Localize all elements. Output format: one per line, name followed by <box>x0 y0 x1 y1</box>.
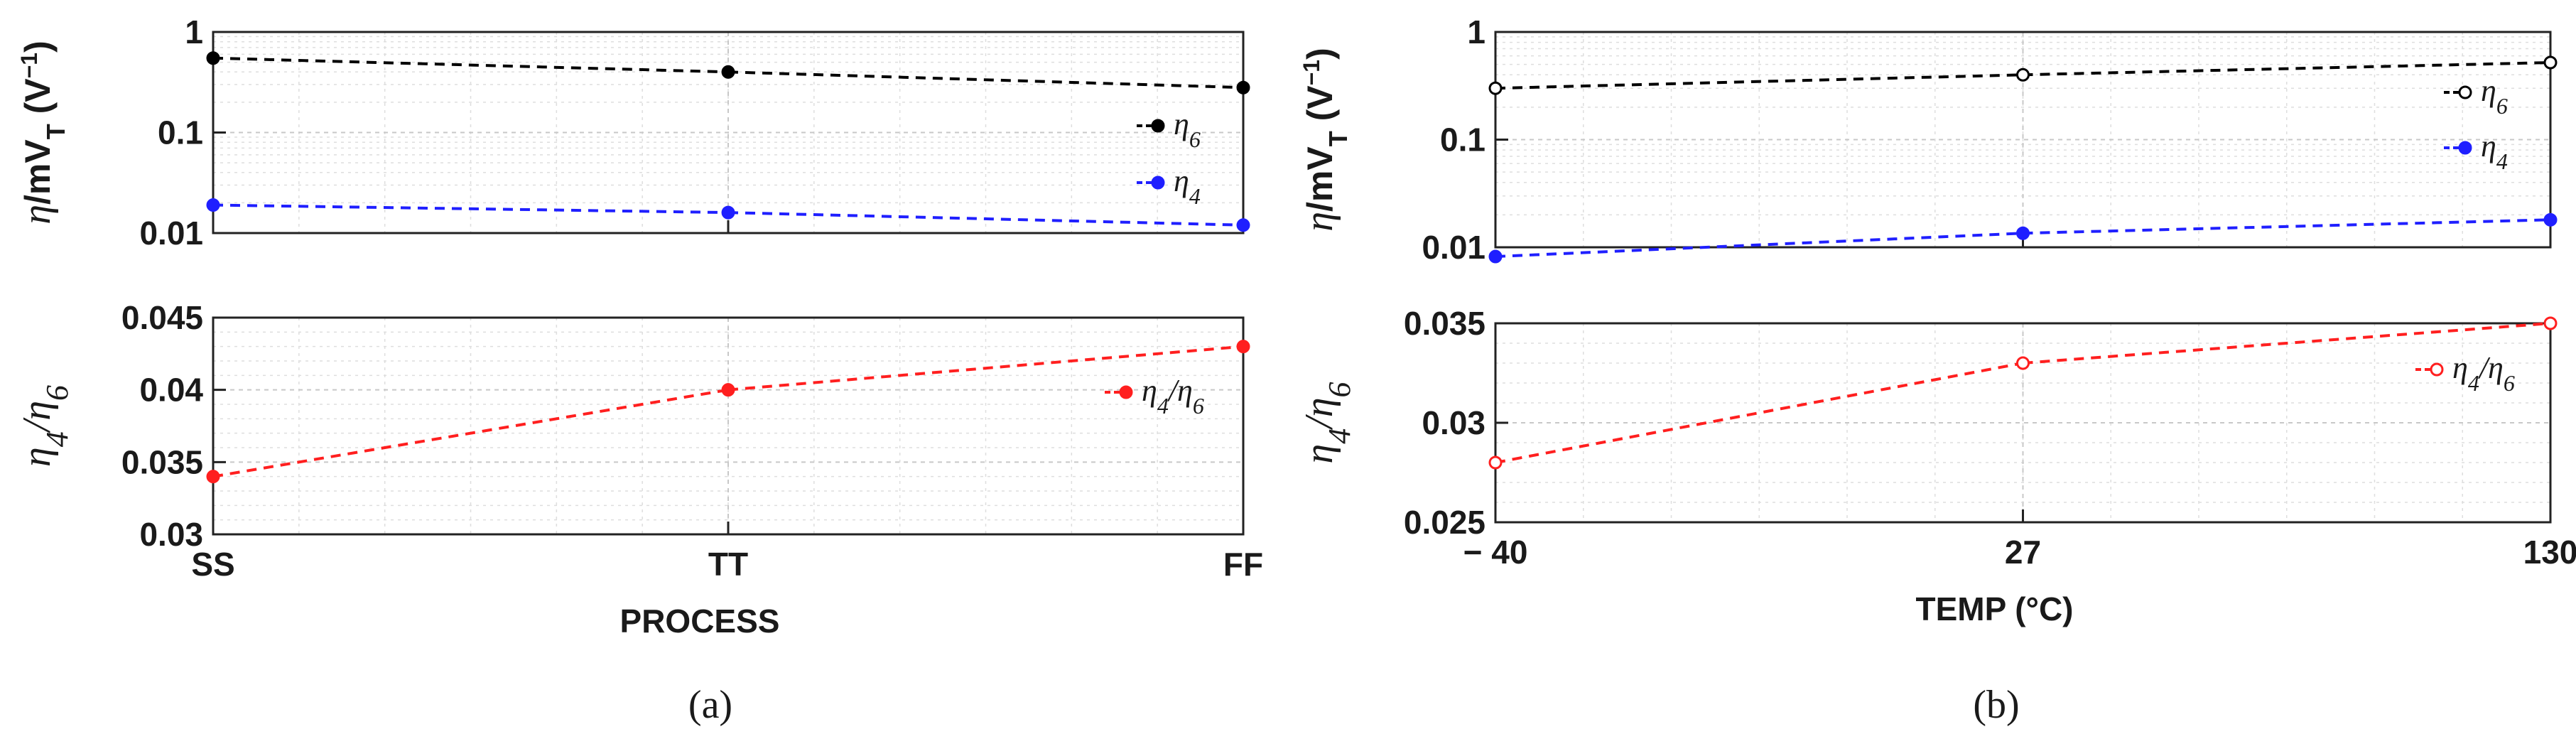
series-segment <box>2023 61 2551 77</box>
legend-label: η4 <box>2481 129 2508 174</box>
legend-marker <box>1151 176 1165 190</box>
y-tick-label: 0.1 <box>158 114 203 151</box>
chart-b-bottom: 0.025 0.03 0.035 − 40 27 130 TEMP (°C) η4/η6 η4/… <box>1297 305 2576 627</box>
data-point <box>206 51 220 65</box>
legend-marker <box>1119 385 1133 399</box>
series-η4/η6: η4/η6 <box>1488 316 2558 470</box>
y-tick-label: 1 <box>1467 14 1485 50</box>
chart-a-bottom: 0.03 0.035 0.04 0.045 SS TT FF PROCESS η4/η6 η4/η… <box>15 299 1263 639</box>
y-axis-label: η4/η6 <box>1297 382 1357 463</box>
x-tick-label: 27 <box>2005 534 2041 571</box>
legend-label: η6 <box>1174 107 1201 152</box>
x-axis-label: PROCESS <box>620 603 780 639</box>
series-segment <box>727 70 1244 90</box>
x-tick-label: FF <box>1223 546 1263 583</box>
series-segment <box>727 345 1244 392</box>
y-tick-label: 1 <box>185 14 203 50</box>
legend-label: η4/η6 <box>1142 373 1204 419</box>
legend-marker <box>2458 141 2472 155</box>
legend-marker <box>2458 85 2472 99</box>
legend-label: η4/η6 <box>2452 350 2515 396</box>
legend-marker <box>1151 119 1165 133</box>
series-segment <box>2023 218 2551 235</box>
legend-marker <box>2430 362 2444 377</box>
series-segment <box>1495 232 2023 259</box>
y-tick-label: 0.1 <box>1440 122 1485 158</box>
y-tick-label: 0.045 <box>121 299 203 336</box>
data-point <box>2543 55 2558 70</box>
data-point <box>1236 80 1250 95</box>
series-segment <box>1495 73 2023 90</box>
data-point <box>2016 356 2030 370</box>
y-tick-label: 0.01 <box>1422 229 1485 266</box>
x-tick-label: − 40 <box>1463 534 1528 571</box>
data-point <box>206 470 220 484</box>
data-point <box>2016 68 2030 82</box>
chart-b-top: 0.01 0.1 1 η/mVT (V−1) η6 η4 <box>1297 14 2558 266</box>
series-segment <box>2023 322 2551 365</box>
series-segment <box>727 211 1244 227</box>
x-tick-label: SS <box>191 546 234 583</box>
caption-a: (a) <box>688 683 732 727</box>
data-point <box>2543 212 2558 227</box>
series-η4: η4 <box>1488 129 2558 264</box>
x-tick-label: 130 <box>2523 534 2576 571</box>
series-segment <box>212 388 729 478</box>
series-η6: η6 <box>1488 55 2558 119</box>
y-tick-label: 0.035 <box>121 443 203 480</box>
y-tick-label: 0.01 <box>139 215 203 252</box>
chart-a-top: 0.01 0.1 1 η/mVT (V−1) η6 η4 <box>15 14 1250 252</box>
x-tick-label: TT <box>708 546 748 583</box>
series-η4/η6: η4/η6 <box>206 340 1250 484</box>
series-segment <box>1495 362 2023 464</box>
data-point <box>721 65 735 79</box>
y-tick-label: 0.03 <box>139 516 203 553</box>
data-point <box>721 205 735 220</box>
legend-label: η6 <box>2481 73 2508 119</box>
data-point <box>1488 455 1503 470</box>
data-point <box>1236 340 1250 354</box>
y-axis-label: η/mVT (V−1) <box>1297 48 1353 232</box>
data-point <box>721 383 735 397</box>
y-tick-label: 0.035 <box>1404 305 1485 342</box>
y-axis-label: η/mVT (V−1) <box>15 41 70 225</box>
data-point <box>2016 226 2030 240</box>
y-axis-label: η4/η6 <box>15 385 75 467</box>
legend-label: η4 <box>1174 163 1201 209</box>
data-point <box>2543 316 2558 330</box>
x-axis-label: TEMP (°C) <box>1916 590 2074 627</box>
y-tick-label: 0.025 <box>1404 504 1485 541</box>
y-tick-label: 0.04 <box>139 372 203 409</box>
data-point <box>1488 81 1503 95</box>
series-η4: η4 <box>206 163 1250 232</box>
data-point <box>206 198 220 212</box>
series-η6: η6 <box>206 51 1250 152</box>
y-tick-label: 0.03 <box>1422 404 1485 441</box>
caption-b: (b) <box>1973 683 2019 727</box>
data-point <box>1236 218 1250 232</box>
series-segment <box>212 203 729 215</box>
data-point <box>1488 249 1503 264</box>
series-segment <box>212 56 729 74</box>
